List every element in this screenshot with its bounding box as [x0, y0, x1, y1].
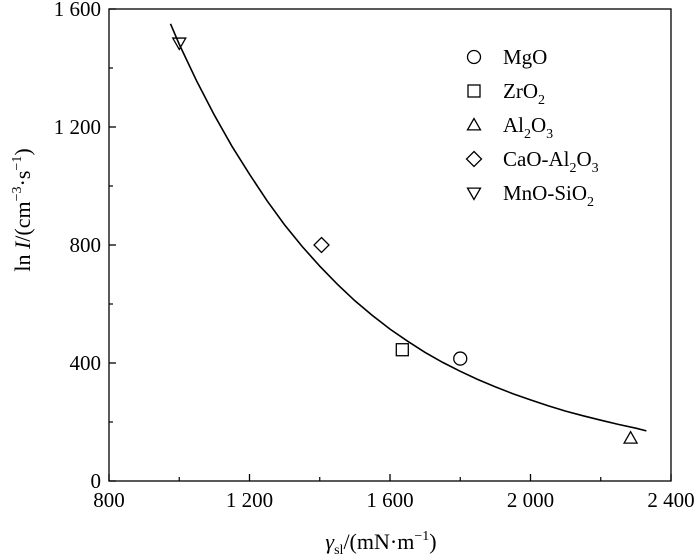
- legend-marker-diamond: [465, 150, 483, 168]
- legend-label: CaO-Al2O3: [503, 147, 599, 176]
- data-point-circle: [453, 351, 468, 366]
- x-tick-label: 2 400: [647, 488, 694, 512]
- legend-marker-triangle-up: [466, 117, 482, 131]
- legend-label: ZrO2: [503, 79, 545, 108]
- legend: MgO ZrO2 Al2O3 CaO-Al2O3 MnO-SiO2: [465, 45, 599, 210]
- legend-marker-triangle-down: [466, 187, 482, 201]
- x-tick-label: 2 000: [507, 488, 554, 512]
- legend-label: MgO: [503, 45, 547, 69]
- y-tick-label: 800: [70, 233, 102, 257]
- y-tick-label: 1 200: [54, 115, 101, 139]
- data-point-triangle-down: [171, 37, 187, 51]
- y-tick-label: 0: [91, 469, 102, 493]
- fit-curve: [169, 23, 647, 432]
- fit-curve-group: [169, 23, 647, 432]
- data-point-square: [395, 343, 409, 357]
- data-points: [171, 37, 639, 444]
- plot-border: [108, 8, 672, 482]
- plot-frame: [108, 8, 672, 482]
- legend-marker-circle: [466, 49, 482, 65]
- y-tick-label: 400: [70, 351, 102, 375]
- x-axis-label: γsl/(mN·m−1): [325, 529, 436, 558]
- x-tick-label: 1 600: [366, 488, 413, 512]
- legend-label: MnO-SiO2: [503, 181, 594, 210]
- data-point-diamond: [313, 236, 330, 254]
- legend-label: Al2O3: [503, 113, 553, 142]
- data-point-triangle-up: [622, 430, 639, 444]
- legend-marker-square: [467, 84, 481, 98]
- x-axis-ticks: 800 1 200 1 600 2 000 2 400: [93, 474, 695, 512]
- y-axis-ticks: 0 400 800 1 200 1 600: [54, 0, 116, 493]
- y-axis-label: ln I/(cm−3·s−1): [10, 148, 35, 271]
- x-tick-label: 1 200: [226, 488, 273, 512]
- y-tick-label: 1 600: [54, 0, 101, 21]
- x-tick-label: 800: [93, 488, 125, 512]
